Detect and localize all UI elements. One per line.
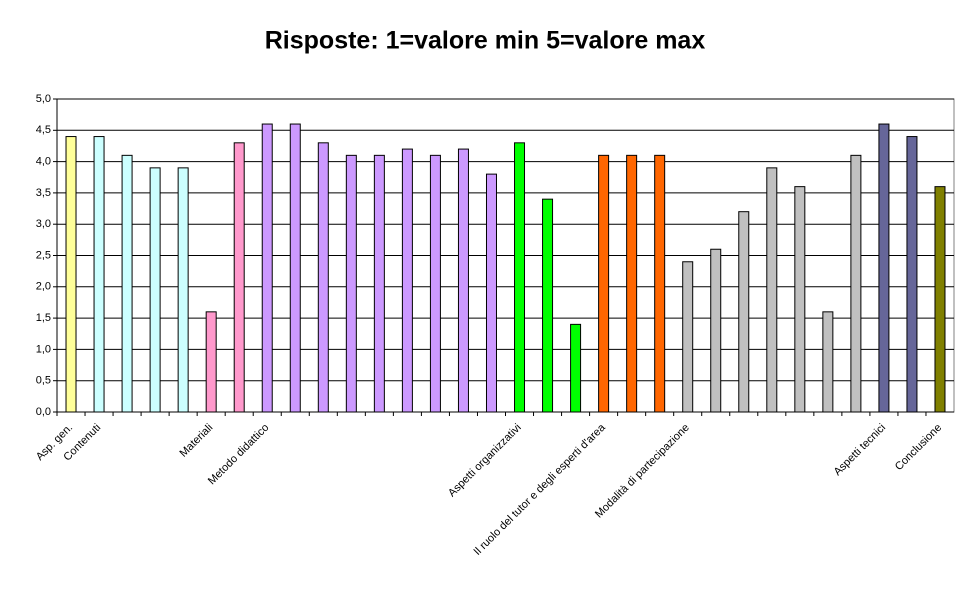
y-tick-label: 4,0 xyxy=(36,156,51,168)
bar xyxy=(177,167,189,413)
bar xyxy=(149,167,161,413)
y-tick-label: 3,0 xyxy=(36,218,51,230)
y-tick-label: 2,0 xyxy=(36,281,51,293)
x-tick-label: Aspetti tecnici xyxy=(832,422,888,478)
bar xyxy=(317,142,329,413)
x-tick-label: Aspetti organizzativi xyxy=(446,422,524,500)
bar xyxy=(878,123,890,413)
bar xyxy=(822,311,834,413)
bar xyxy=(738,211,750,413)
bar xyxy=(654,154,666,413)
bar xyxy=(261,123,273,413)
bar xyxy=(345,154,357,413)
y-tick-label: 2,5 xyxy=(36,249,51,261)
bar xyxy=(570,323,582,413)
bar xyxy=(906,136,918,413)
bar xyxy=(794,186,806,413)
bar xyxy=(682,261,694,413)
bar xyxy=(766,167,778,413)
y-tick-label: 0,0 xyxy=(36,406,51,418)
bar xyxy=(457,148,469,413)
bar xyxy=(65,136,77,413)
bar xyxy=(93,136,105,413)
bar xyxy=(542,198,554,413)
x-tick-label: Modalità di partecipazione xyxy=(593,422,692,521)
bar xyxy=(710,248,722,413)
x-tick-label: Metodo didattico xyxy=(206,422,272,488)
bar xyxy=(121,154,133,413)
y-tick-label: 0,5 xyxy=(36,375,51,387)
y-tick-label: 1,5 xyxy=(36,312,51,324)
bar xyxy=(401,148,413,413)
y-tick-label: 1,0 xyxy=(36,343,51,355)
bar xyxy=(485,173,497,413)
bar xyxy=(205,311,217,413)
bar xyxy=(598,154,610,413)
bar xyxy=(934,186,946,413)
bar xyxy=(233,142,245,413)
chart-title: Risposte: 1=valore min 5=valore max xyxy=(265,27,706,55)
bar xyxy=(373,154,385,413)
y-tick-label: 5,0 xyxy=(36,93,51,105)
y-tick-label: 4,5 xyxy=(36,124,51,136)
bar xyxy=(626,154,638,413)
bar xyxy=(289,123,301,413)
x-tick-label: Conclusione xyxy=(893,422,944,473)
x-tick-label: Materiali xyxy=(177,422,215,460)
bar xyxy=(514,142,526,413)
bar xyxy=(429,154,441,413)
x-tick-label: Il ruolo del tutor e degli esperti d'are… xyxy=(472,421,609,558)
y-tick-label: 3,5 xyxy=(36,187,51,199)
bar xyxy=(850,154,862,413)
